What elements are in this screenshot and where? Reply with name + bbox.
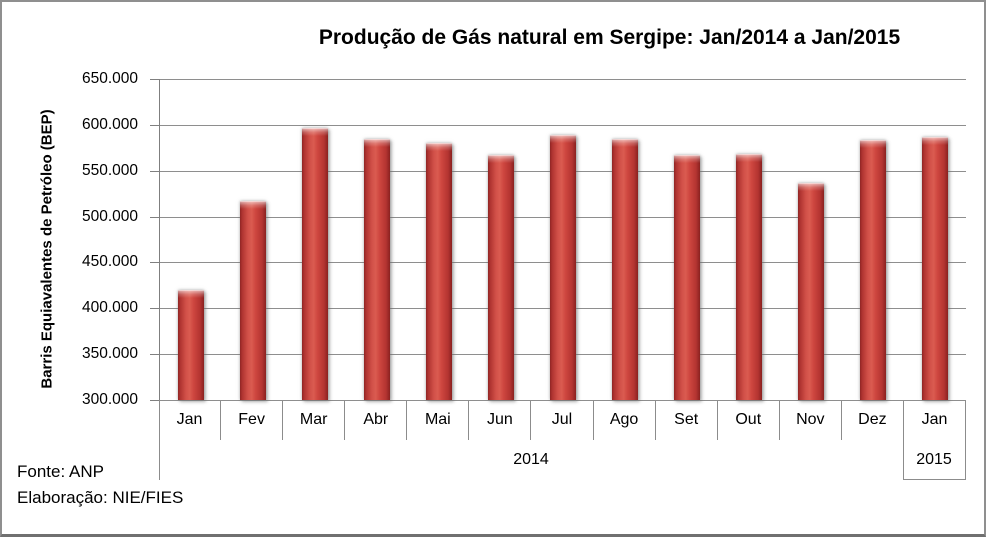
x-month-label: Set [656, 400, 718, 440]
x-month-label: Mai [407, 400, 470, 440]
x-axis-group-separator [965, 400, 966, 480]
y-axis-tick [150, 354, 159, 355]
bar-mar-3 [302, 128, 328, 400]
bar-jan-1 [178, 290, 204, 400]
y-axis-tick [150, 125, 159, 126]
x-month-label: Mar [283, 400, 346, 440]
bar-fev-2 [240, 201, 266, 400]
y-tick-label: 450.000 [81, 253, 138, 270]
bar-abr-4 [364, 139, 390, 400]
x-axis-group-separator [159, 400, 160, 480]
y-axis-tick [150, 262, 159, 263]
y-tick-label: 550.000 [81, 162, 138, 179]
bar-ago-8 [612, 139, 638, 400]
y-tick-label: 300.000 [81, 391, 138, 408]
bar-jul-7 [550, 135, 576, 400]
y-axis-tick [150, 400, 159, 401]
y-axis-tick [150, 308, 159, 309]
footer-source: Fonte: ANP [17, 462, 104, 481]
gridline [160, 400, 966, 401]
gridline [160, 125, 966, 126]
plot-area [159, 79, 966, 401]
y-axis-tick [150, 217, 159, 218]
y-tick-label: 500.000 [81, 208, 138, 225]
x-month-label: Jan [921, 411, 948, 428]
bar-mai-5 [426, 143, 452, 400]
x-month-label: Nov [780, 400, 842, 440]
y-tick-label: 600.000 [81, 116, 138, 133]
bar-set-9 [674, 155, 700, 400]
gridline [160, 79, 966, 80]
chart-title: Produção de Gás natural em Sergipe: Jan/… [318, 26, 901, 49]
x-month-label: Jul [531, 400, 594, 440]
bar-jan-13 [922, 137, 948, 400]
y-tick-label: 400.000 [81, 299, 138, 316]
footer-elaboration: Elaboração: NIE/FIES [17, 488, 184, 507]
x-year-label-2014: 2014 [513, 451, 549, 468]
bar-out-10 [736, 154, 762, 400]
x-year-row: 2014 2015 [159, 440, 965, 480]
x-month-label: Fev [221, 400, 284, 440]
y-tick-label: 350.000 [81, 345, 138, 362]
x-month-label: Abr [345, 400, 408, 440]
bar-dez-12 [860, 140, 886, 400]
x-month-label: Jan [159, 400, 222, 440]
y-axis-tick [150, 79, 159, 80]
x-month-label: Out [718, 400, 780, 440]
x-month-label: Jun [469, 400, 532, 440]
bar-jun-6 [488, 155, 514, 400]
x-month-label: Ago [594, 400, 656, 440]
x-axis-group-separator [903, 400, 904, 480]
y-axis-tick [150, 171, 159, 172]
x-year-label-2015: 2015 [903, 440, 965, 480]
bar-nov-11 [798, 183, 824, 400]
x-month-row: Jan Fev Mar Abr Mai Jun Jul Ago Set Out Nov Dez Jan [159, 400, 965, 440]
x-month-label: Dez [842, 400, 904, 440]
y-tick-label: 650.000 [81, 70, 138, 87]
